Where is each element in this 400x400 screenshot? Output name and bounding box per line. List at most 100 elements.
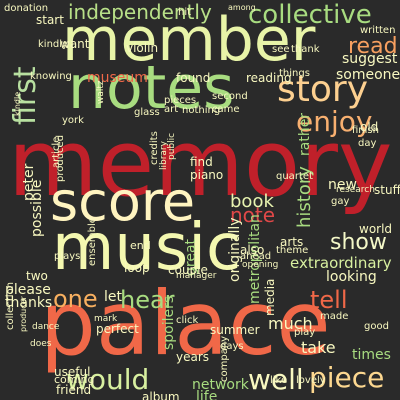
word-plays: plays [54,251,81,262]
word-mark: mark [94,314,118,324]
word-possible: possible [29,179,45,237]
word-among: among [228,3,256,12]
word-ahead: ahead [240,251,272,262]
word-spoilers: spoilers [161,295,177,350]
word-rather: rather [297,112,313,156]
word-score: score [50,170,196,233]
word-arts: arts [280,235,304,249]
word-one: one [53,285,98,313]
word-also: also [240,243,265,257]
word-research: research [336,185,375,195]
word-tell: tell [310,286,348,314]
word-well: well [248,363,304,396]
word-like: like [270,375,288,386]
word-loop: loop [124,261,150,275]
word-much: much [268,314,313,333]
word-made: made [320,311,349,322]
word-found: found [176,71,211,85]
word-days: days [220,341,244,352]
word-palace: palace [40,272,331,375]
word-piano: piano [190,168,224,182]
word-start: start [36,13,64,27]
word-second: second [212,91,248,102]
word-notes: notes [68,53,235,123]
word-enjoy: enjoy [296,105,373,138]
word-summer: summer [210,323,260,337]
word-producer: producer [19,296,28,332]
word-knowing: knowing [30,71,72,82]
word-york: york [62,115,84,126]
word-collective: collective [248,0,372,30]
word-want: want [60,37,90,51]
word-looking: looking [326,269,377,285]
word-gay: gay [331,196,350,207]
word-useful: useful [54,365,91,379]
word-see: see [272,44,290,55]
word-art: art [164,104,179,115]
word-museum: museum [87,70,148,86]
word-kindly: kindly [38,39,68,50]
word-couple: couple [168,263,208,277]
word-show: show [330,230,387,255]
word-lovely: lovely [296,375,326,386]
word-someone: someone [336,67,400,83]
word-note: note [230,203,276,227]
word-would: would [66,363,150,396]
word-member: member [62,5,316,75]
word-coming: coming [54,373,95,386]
word-please: please [5,282,51,298]
word-take: take [301,338,336,357]
word-good: good [364,321,389,332]
word-ensemble: ensemble [87,217,98,266]
word-years: years [176,350,210,364]
word-media: media [263,278,277,316]
word-pieces: pieces [164,95,197,106]
word-donation: donation [4,3,49,14]
word-play: play [294,327,316,338]
word-life: life [196,389,218,400]
word-waltz: waltz [96,80,106,104]
word-extraordinary: extraordinary [290,254,392,272]
word-two: two [26,269,48,283]
word-story: story [277,69,369,110]
word-book: book [230,191,274,212]
word-finish: finish [352,125,379,136]
word-times: times [352,347,391,363]
word-suggest: suggest [342,51,398,67]
word-let: let [104,289,122,305]
word-theme: theme [276,245,309,256]
word-kindle: kindle [13,91,22,116]
word-new: new [328,177,357,193]
word-read: read [348,34,398,59]
word-thanks: thanks [5,295,53,311]
word-company: company [219,335,230,382]
word-public: public [167,132,177,160]
word-stuff: stuff [374,183,400,197]
word-nothing: nothing [182,105,221,116]
word-memory: memory [8,110,393,217]
word-hit: hit [178,7,192,18]
word-network: network [192,377,249,393]
word-opening: opening [242,260,279,270]
word-world: world [359,222,393,236]
word-music: music [52,211,242,285]
word-find: find [190,155,213,169]
word-day: day [358,138,377,149]
word-came: came [212,104,240,115]
word-produced: produced [55,134,66,182]
word-old: old [360,120,379,134]
word-does: does [30,339,52,349]
word-quartet: quartet [276,171,313,182]
word-piece: piece [309,361,385,394]
word-thank: thank [291,44,320,55]
word-hear: hear [120,286,175,314]
word-manager: manager [176,271,217,281]
word-perfect: perfect [96,322,139,336]
word-dance: dance [32,322,60,332]
word-collection: collection [5,282,16,330]
word-reading: reading [246,71,292,85]
word-things: things [279,68,310,79]
word-independently: independently [68,0,212,24]
word-violin: violin [126,41,159,55]
